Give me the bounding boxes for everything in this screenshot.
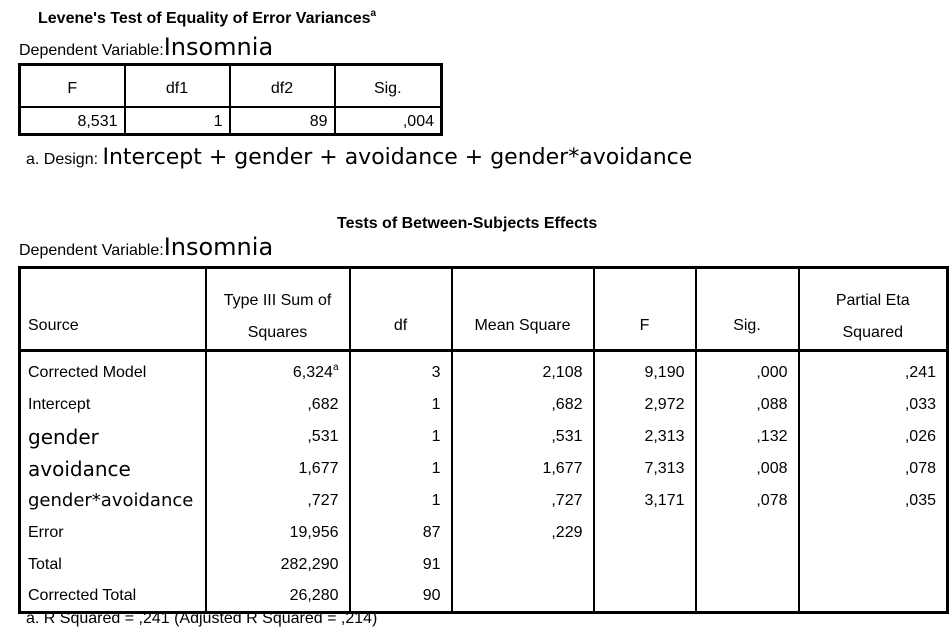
table-row: avoidance 1,677 1 1,677 7,313 ,008 ,078 [20,452,948,485]
dependent-variable-value: Insomnia [163,233,274,261]
row-f: 9,190 [592,350,696,389]
header-sig: Sig. [694,267,799,352]
between-dependent-variable: Dependent Variable:Insomnia [19,233,273,261]
levene-value-f: 8,531 [77,113,118,130]
levene-title: Levene's Test of Equality of Error Varia… [38,8,377,27]
row-eta: ,241 [797,350,948,389]
header-type-iii-ss: Type III Sum of Squares [204,267,350,352]
table-row: Corrected Total 26,280 90 [20,580,948,613]
row-ss: 282,290 [204,548,350,581]
row-source: gender [28,424,99,449]
levene-header-row: F df1 df2 Sig. [19,64,442,108]
row-df: 1 [348,452,452,485]
row-sig [694,516,799,549]
row-ss: 6,324a [204,350,350,389]
row-ss: 19,956 [204,516,350,549]
row-eta [797,516,948,549]
dependent-variable-label: Dependent Variable: [19,42,164,59]
row-ms [450,548,594,581]
table-row: Intercept ,682 1 ,682 2,972 ,088 ,033 [20,388,948,421]
r-squared-footnote: a. R Squared = ,241 (Adjusted R Squared … [26,610,378,627]
row-df: 91 [348,548,452,581]
header-mean-square: Mean Square [450,267,594,352]
row-sig: ,078 [694,484,799,517]
row-ms: ,682 [450,388,594,421]
row-source: Corrected Total [28,586,137,604]
row-f: 2,972 [592,388,696,421]
levene-value-df1: 1 [123,106,230,135]
table-row: gender ,531 1 ,531 2,313 ,132 ,026 [20,420,948,453]
header-df: df [348,267,452,352]
header-source: Source [19,267,206,352]
levene-value-df2: 89 [228,106,335,135]
row-source: Total [28,555,62,573]
levene-value-sig: ,004 [333,106,442,135]
row-ms: 2,108 [450,350,594,389]
dependent-variable-value: Insomnia [163,33,274,61]
levene-dependent-variable: Dependent Variable:Insomnia [19,33,273,61]
design-note-prefix: a. Design: [26,151,99,168]
header-partial-eta-squared: Partial Eta Squared [797,267,948,352]
row-ms: 1,677 [450,452,594,485]
row-sig [694,580,799,613]
row-eta: ,026 [797,420,948,453]
levene-header-df1: df1 [123,64,230,108]
between-subjects-title: Tests of Between-Subjects Effects [337,215,598,232]
table-row: Total 282,290 91 [20,548,948,581]
row-ss: ,531 [204,420,350,453]
levene-value-row: 8,531 1 89 ,004 [20,106,442,135]
row-ss: 26,280 [204,580,350,613]
row-source: avoidance [28,456,131,481]
row-sig: ,132 [694,420,799,453]
row-f: 3,171 [592,484,696,517]
dependent-variable-label: Dependent Variable: [19,242,164,259]
row-eta: ,033 [797,388,948,421]
row-df: 1 [348,420,452,453]
row-ms: ,531 [450,420,594,453]
row-source: Corrected Model [28,364,147,382]
header-f: F [592,267,696,352]
row-ss: ,727 [204,484,350,517]
row-ms: ,229 [450,516,594,549]
levene-title-footnote-marker: a [370,8,377,19]
row-eta [797,580,948,613]
levene-table: F df1 df2 Sig. 8,531 1 89 ,004 [18,63,443,136]
row-sig: ,088 [694,388,799,421]
row-ss: ,682 [204,388,350,421]
ss-footnote-marker: a [332,362,339,374]
row-df: 1 [348,484,452,517]
between-header-row: Source Type III Sum of Squares df Mean Sq… [19,267,948,352]
design-note-text: Intercept + gender + avoidance + gender*… [102,145,693,170]
row-df: 1 [348,388,452,421]
row-df: 90 [348,580,452,613]
row-sig: ,008 [694,452,799,485]
row-ss: 1,677 [204,452,350,485]
table-row: gender*avoidance ,727 1 ,727 3,171 ,078 … [20,484,948,517]
levene-header-df2: df2 [228,64,335,108]
levene-header-sig: Sig. [333,64,442,108]
table-row: Corrected Model 6,324a 3 2,108 9,190 ,00… [20,350,948,389]
row-df: 87 [348,516,452,549]
row-ms: ,727 [450,484,594,517]
row-source: Intercept [28,395,91,413]
row-f: 7,313 [592,452,696,485]
row-f: 2,313 [592,420,696,453]
row-df: 3 [348,350,452,389]
row-eta [797,548,948,581]
row-f [592,516,696,549]
row-eta: ,035 [797,484,948,517]
row-eta: ,078 [797,452,948,485]
between-subjects-table: Source Type III Sum of Squares df Mean Sq… [18,266,949,614]
row-f [592,580,696,613]
row-ms [450,580,594,613]
levene-header-f: F [19,64,125,108]
row-sig: ,000 [694,350,799,389]
row-sig [694,548,799,581]
levene-design-note: a. Design: Intercept + gender + avoidanc… [26,145,692,170]
row-source: Error [28,523,64,541]
row-source: gender*avoidance [28,490,194,511]
table-row: Error 19,956 87 ,229 [20,516,948,549]
row-f [592,548,696,581]
